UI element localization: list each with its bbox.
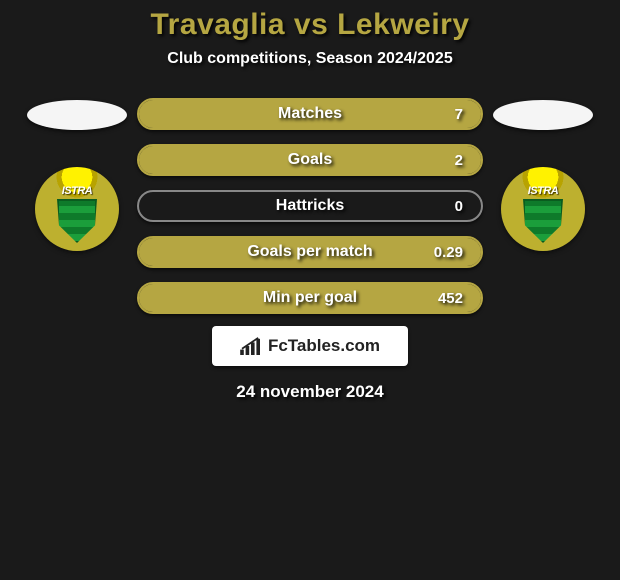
brand-text: FcTables.com bbox=[268, 336, 380, 356]
stat-label: Goals per match bbox=[247, 243, 372, 261]
player-right-photo-placeholder bbox=[493, 100, 593, 130]
club-right-logo-text: ISTRA bbox=[501, 185, 585, 197]
player-left-column: ISTRA bbox=[17, 92, 137, 252]
stats-column: Matches 7 Goals 2 Hattricks 0 Goals per match 0… bbox=[137, 98, 483, 314]
stat-label: Matches bbox=[278, 105, 342, 123]
stat-row: Goals per match 0.29 bbox=[137, 236, 483, 268]
stat-value: 7 bbox=[455, 106, 463, 123]
stat-value: 452 bbox=[438, 290, 463, 307]
club-left-logo-wrap: ISTRA bbox=[27, 166, 127, 252]
stat-value: 0.29 bbox=[434, 244, 463, 261]
club-left-logo: ISTRA bbox=[35, 167, 119, 251]
main-row: ISTRA Matches 7 Goals 2 Hattricks 0 Goals per … bbox=[0, 92, 620, 314]
subtitle: Club competitions, Season 2024/2025 bbox=[167, 50, 452, 68]
club-right-logo: ISTRA bbox=[501, 167, 585, 251]
stat-row: Hattricks 0 bbox=[137, 190, 483, 222]
player-left-photo-placeholder bbox=[27, 100, 127, 130]
stat-row: Matches 7 bbox=[137, 98, 483, 130]
club-right-logo-shield bbox=[523, 199, 563, 243]
club-left-logo-shield bbox=[57, 199, 97, 243]
stat-value: 0 bbox=[455, 198, 463, 215]
club-left-logo-text: ISTRA bbox=[35, 185, 119, 197]
club-right-logo-wrap: ISTRA bbox=[493, 166, 593, 252]
stat-row: Min per goal 452 bbox=[137, 282, 483, 314]
brand-badge: FcTables.com bbox=[212, 326, 408, 366]
date-text: 24 november 2024 bbox=[236, 382, 383, 402]
stat-label: Hattricks bbox=[276, 197, 344, 215]
page-title: Travaglia vs Lekweiry bbox=[150, 8, 469, 42]
comparison-card: Travaglia vs Lekweiry Club competitions,… bbox=[0, 0, 620, 402]
stat-label: Goals bbox=[288, 151, 332, 169]
stat-label: Min per goal bbox=[263, 289, 357, 307]
player-right-column: ISTRA bbox=[483, 92, 603, 252]
stat-value: 2 bbox=[455, 152, 463, 169]
brand-icon bbox=[240, 337, 262, 355]
stat-row: Goals 2 bbox=[137, 144, 483, 176]
